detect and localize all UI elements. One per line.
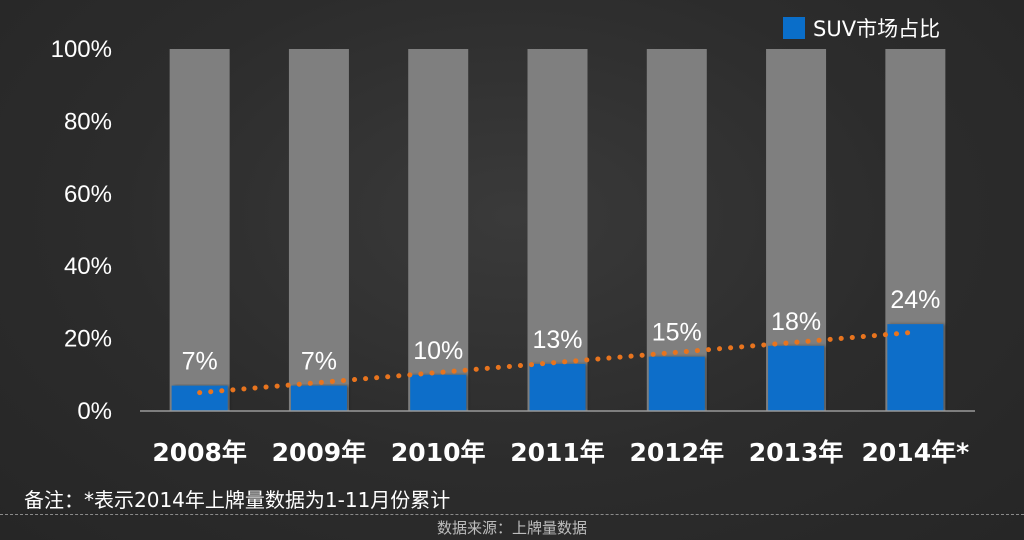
trendline (197, 329, 918, 396)
data-bar (768, 345, 825, 411)
y-tick-label: 40% (64, 253, 112, 280)
data-label: 10% (413, 337, 463, 365)
data-label: 7% (182, 348, 218, 376)
data-label: 7% (301, 348, 337, 376)
x-tick-label: 2012年 (629, 438, 724, 467)
legend-label: SUV市场占比 (813, 17, 940, 41)
trendline-path (197, 329, 918, 396)
data-bars (171, 324, 944, 411)
chart: 0% 20% 40% 60% 80% 100% 7% 7% 10% 13% 15% 18% 24% 2… (51, 17, 975, 467)
data-label: 24% (890, 286, 940, 314)
data-bar (648, 356, 705, 411)
data-bar (887, 324, 944, 411)
x-axis: 2008年 2009年 2010年 2011年 2012年 2013年 2014年* (152, 438, 969, 467)
x-tick-label: 2010年 (391, 438, 486, 467)
y-tick-label: 100% (51, 36, 112, 63)
background-bar (408, 49, 469, 411)
data-bar (171, 385, 228, 411)
x-tick-label: 2014年* (862, 438, 970, 467)
y-tick-label: 80% (64, 108, 112, 135)
background-bars (169, 49, 946, 411)
y-axis: 0% 20% 40% 60% 80% 100% (51, 36, 112, 425)
background-bar (527, 49, 588, 411)
background-bar (169, 49, 230, 411)
x-tick-label: 2009年 (272, 438, 367, 467)
data-label: 13% (532, 326, 582, 354)
divider (0, 514, 1024, 515)
y-tick-label: 20% (64, 326, 112, 353)
x-tick-label: 2013年 (749, 438, 844, 467)
data-bar (410, 374, 467, 411)
data-labels: 7% 7% 10% 13% 15% 18% 24% (182, 286, 941, 376)
y-tick-label: 0% (77, 398, 112, 425)
data-label: 18% (771, 308, 821, 336)
source-note: 数据来源：上牌量数据 (436, 519, 587, 537)
background-bar (288, 49, 349, 411)
data-label: 15% (652, 319, 702, 347)
x-tick-label: 2011年 (510, 438, 605, 467)
data-bar (529, 363, 586, 411)
data-bar (290, 385, 347, 411)
footnote: 备注：*表示2014年上牌量数据为1-11月份累计 (24, 488, 451, 512)
legend: SUV市场占比 (783, 17, 940, 41)
legend-swatch (783, 17, 805, 39)
y-tick-label: 60% (64, 181, 112, 208)
x-tick-label: 2008年 (152, 438, 247, 467)
